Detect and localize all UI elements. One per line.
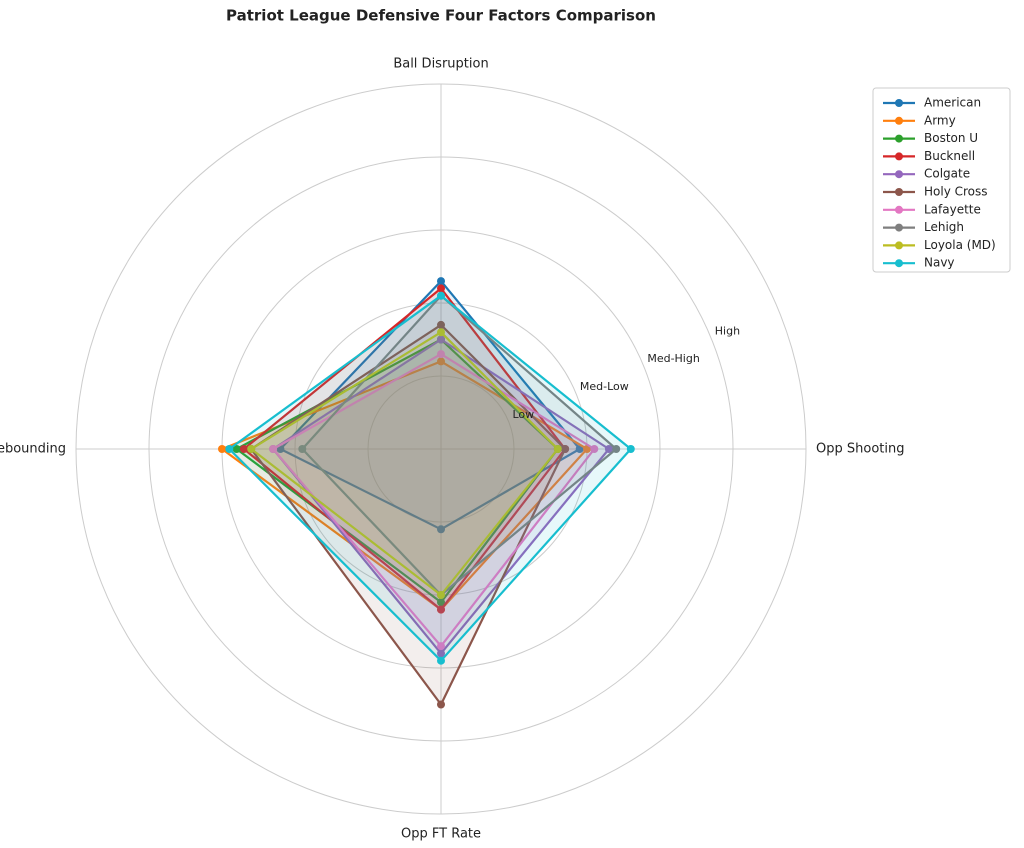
data-point <box>604 445 613 453</box>
data-point <box>437 291 445 300</box>
chart-title: Patriot League Defensive Four Factors Co… <box>226 7 656 25</box>
legend-marker <box>895 99 903 107</box>
r-tick-label: High <box>715 324 740 337</box>
legend-marker <box>895 116 903 125</box>
data-point <box>437 320 445 329</box>
data-point <box>218 445 226 453</box>
legend-label: Army <box>924 113 956 127</box>
data-point <box>225 445 234 453</box>
data-point <box>612 445 621 453</box>
data-point <box>590 445 599 453</box>
data-point <box>553 445 562 453</box>
data-point <box>561 445 570 453</box>
data-point <box>437 649 445 658</box>
data-point <box>437 605 445 614</box>
data-point <box>437 328 445 337</box>
legend-marker <box>895 152 903 161</box>
legend-label: Holy Cross <box>924 185 988 199</box>
series-area <box>228 294 632 662</box>
data-point <box>437 656 445 665</box>
legend-label: Navy <box>924 256 955 270</box>
legend-marker <box>895 241 903 250</box>
axis-label: Def Rebounding <box>0 442 66 457</box>
r-tick-label: Med-High <box>647 352 700 365</box>
data-point <box>232 445 241 453</box>
data-point <box>437 642 445 651</box>
legend-marker <box>895 223 903 232</box>
axis-label: Ball Disruption <box>393 57 488 72</box>
legend-label: Loyola (MD) <box>924 238 996 252</box>
data-point <box>247 445 256 453</box>
data-point <box>239 445 248 453</box>
legend-label: American <box>924 96 981 110</box>
legend-label: Lafayette <box>924 202 981 216</box>
legend-marker <box>895 205 903 214</box>
r-tick-label: Low <box>512 408 534 421</box>
data-point <box>437 357 445 366</box>
legend-marker <box>895 259 903 268</box>
data-point <box>437 598 445 607</box>
data-point <box>437 525 445 534</box>
legend-box <box>872 87 1011 273</box>
data-point <box>626 445 635 453</box>
legend-label: Bucknell <box>924 149 975 163</box>
data-point <box>437 350 445 359</box>
legend-marker <box>895 188 903 196</box>
data-point <box>269 445 278 453</box>
legend-marker <box>895 170 903 179</box>
data-point <box>298 445 307 453</box>
data-point <box>437 277 445 286</box>
r-tick-label: Med-Low <box>580 380 629 393</box>
data-point <box>437 700 445 709</box>
data-point <box>437 335 445 344</box>
legend-label: Colgate <box>924 167 970 181</box>
data-point <box>437 284 445 293</box>
legend-label: Lehigh <box>924 220 964 234</box>
data-point <box>437 591 445 599</box>
legend-label: Boston U <box>924 131 978 145</box>
legend-marker <box>895 134 903 143</box>
axis-label: Opp Shooting <box>816 442 904 457</box>
axis-label: Opp FT Rate <box>401 827 481 842</box>
